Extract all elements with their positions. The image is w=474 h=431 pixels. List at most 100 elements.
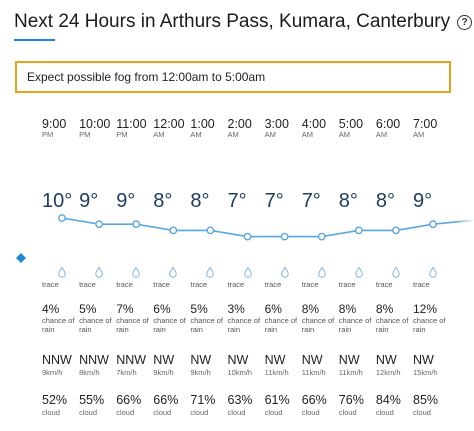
cloud-cover: 52% xyxy=(42,393,68,407)
chance-of-rain-label: chance of rain xyxy=(79,316,112,334)
hour-ampm: AM xyxy=(153,130,165,139)
cloud-label: cloud xyxy=(116,408,135,417)
hour-temperature: 10° xyxy=(42,190,73,212)
temperature-line xyxy=(61,217,474,238)
rain-amount: trace xyxy=(190,280,208,289)
wind-speed: 11km/h xyxy=(301,368,326,377)
hour-ampm: AM xyxy=(413,130,425,139)
raindrop-icon xyxy=(95,265,103,283)
raindrop-icon xyxy=(169,265,177,283)
chance-of-rain-label: chance of rain xyxy=(227,316,261,334)
hour-temperature: 9° xyxy=(116,190,136,212)
cloud-cover: 66% xyxy=(116,393,142,407)
temperature-point xyxy=(169,226,178,235)
rain-chance: 5% xyxy=(79,302,97,316)
raindrop-icon xyxy=(58,265,66,283)
temperature-point xyxy=(95,220,104,229)
temperature-point xyxy=(280,232,289,241)
scroll-left-icon[interactable] xyxy=(16,253,26,266)
rain-amount: trace xyxy=(42,280,59,289)
rain-amount: trace xyxy=(264,280,282,289)
hour-time: 6:00 xyxy=(375,117,401,131)
raindrop-icon xyxy=(317,265,326,283)
temperature-point xyxy=(243,232,252,241)
hour-temperature: 7° xyxy=(301,190,321,212)
hour-ampm: PM xyxy=(79,130,91,139)
wind-direction: NNW xyxy=(116,353,147,367)
raindrop-icon xyxy=(243,265,252,283)
hour-temperature: 7° xyxy=(227,190,247,212)
cloud-cover: 55% xyxy=(79,393,105,407)
hour-temperature: 8° xyxy=(375,190,396,212)
hour-ampm: AM xyxy=(264,130,276,139)
raindrop-icon xyxy=(132,265,140,283)
rain-amount: trace xyxy=(227,280,245,289)
cloud-cover: 85% xyxy=(413,393,439,407)
rain-chance: 4% xyxy=(42,302,60,316)
wind-speed: 9km/h xyxy=(42,368,63,377)
hour-time: 4:00 xyxy=(301,117,327,131)
chance-of-rain-label: chance of rain xyxy=(116,316,149,334)
wind-speed: 10km/h xyxy=(227,368,253,377)
cloud-cover: 61% xyxy=(264,393,290,407)
hour-ampm: AM xyxy=(190,130,202,139)
cloud-label: cloud xyxy=(413,408,431,417)
raindrop-icon xyxy=(429,265,437,283)
raindrop-icon xyxy=(355,265,363,283)
temperature-point xyxy=(429,220,437,229)
cloud-cover: 84% xyxy=(375,393,401,407)
hour-ampm: PM xyxy=(42,130,54,139)
wind-direction: NW xyxy=(338,353,360,367)
wind-speed: 15km/h xyxy=(413,368,438,377)
wind-direction: NNW xyxy=(42,353,72,367)
wind-speed: 12km/h xyxy=(375,368,401,377)
raindrop-icon xyxy=(392,265,400,283)
cloud-label: cloud xyxy=(227,408,246,417)
hour-ampm: AM xyxy=(338,130,351,139)
wind-direction: NW xyxy=(190,353,212,367)
hour-time: 3:00 xyxy=(264,117,289,131)
wind-direction: NW xyxy=(375,353,397,367)
hour-time: 11:00 xyxy=(116,117,147,131)
wind-direction: NW xyxy=(227,353,249,367)
rain-amount: trace xyxy=(301,280,319,289)
cloud-cover: 66% xyxy=(301,393,327,407)
hour-ampm: AM xyxy=(301,130,313,139)
chance-of-rain-label: chance of rain xyxy=(375,316,409,334)
hour-ampm: AM xyxy=(227,130,239,139)
cloud-label: cloud xyxy=(190,408,209,417)
hour-ampm: PM xyxy=(116,130,128,139)
wind-speed: 11km/h xyxy=(264,368,289,377)
wind-speed: 9km/h xyxy=(190,368,211,377)
hour-temperature: 9° xyxy=(79,190,99,212)
rain-chance: 12% xyxy=(413,302,438,316)
help-icon[interactable]: ? xyxy=(457,14,473,30)
page-title: Next 24 Hours in Arthurs Pass, Kumara, C… xyxy=(14,11,451,32)
wind-direction: NW xyxy=(153,353,175,367)
rain-chance: 7% xyxy=(116,302,134,316)
wind-speed: 11km/h xyxy=(338,368,363,377)
rain-amount: trace xyxy=(375,280,393,289)
rain-chance: 8% xyxy=(338,302,357,316)
fog-alert-text: Expect possible fog from 12:00am to 5:00… xyxy=(27,70,266,84)
hour-ampm: AM xyxy=(375,130,388,139)
cloud-label: cloud xyxy=(42,408,60,417)
rain-chance: 6% xyxy=(264,302,282,316)
cloud-label: cloud xyxy=(301,408,320,417)
rain-amount: trace xyxy=(116,280,133,289)
hour-temperature: 8° xyxy=(190,190,210,212)
scroll-fade xyxy=(456,108,474,431)
hour-time: 1:00 xyxy=(190,117,215,131)
rain-chance: 6% xyxy=(153,302,171,316)
rain-amount: trace xyxy=(413,280,430,289)
rain-chance: 8% xyxy=(301,302,320,316)
hour-time: 2:00 xyxy=(227,117,252,131)
cloud-label: cloud xyxy=(264,408,283,417)
chance-of-rain-label: chance of rain xyxy=(338,316,372,334)
cloud-label: cloud xyxy=(79,408,98,417)
temperature-point xyxy=(391,226,400,235)
cloud-label: cloud xyxy=(338,408,357,417)
title-underline xyxy=(14,39,55,41)
cloud-cover: 71% xyxy=(190,393,216,407)
wind-direction: NNW xyxy=(79,353,109,367)
